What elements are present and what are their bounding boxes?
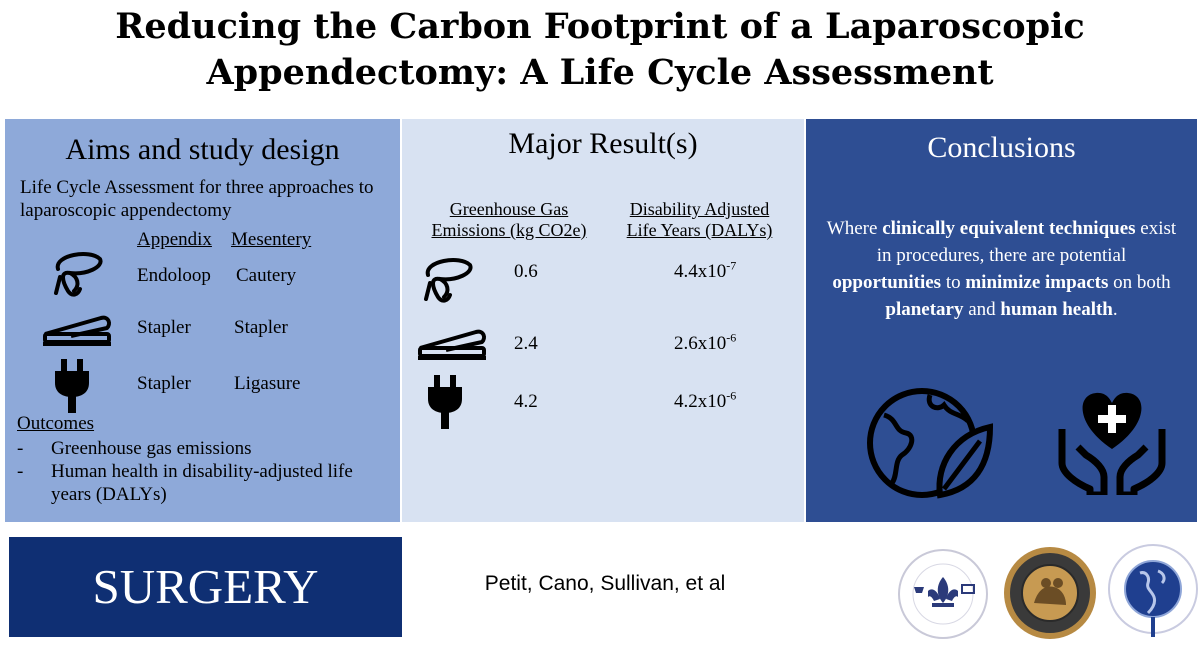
plug-icon <box>428 375 462 429</box>
daly-base: 4.2x10 <box>674 391 727 412</box>
concl-text-part: and <box>963 299 1001 320</box>
appendix-column-header: Appendix <box>137 229 212 250</box>
concl-emphasis: planetary <box>885 299 964 320</box>
row3-mesentery: Ligasure <box>234 373 301 394</box>
row2-mesentery: Stapler <box>234 317 288 338</box>
conclusions-text: Where clinically equivalent techniques e… <box>826 215 1177 323</box>
poster-title: Reducing the Carbon Footprint of a Lapar… <box>0 0 1200 96</box>
outcomes-heading: Outcomes <box>17 413 95 434</box>
list-item: - Human health in disability-adjusted lif… <box>17 461 353 505</box>
list-item: - Greenhouse gas emissions <box>17 438 252 459</box>
outcomes-list: - Greenhouse gas emissions - Human health … <box>17 437 392 506</box>
concl-text-part: on both <box>1108 272 1171 293</box>
daly-header-line-2: Life Years (DALYs) <box>626 220 773 240</box>
daly-exponent: -7 <box>726 258 737 273</box>
concl-emphasis: clinically equivalent techniques <box>882 218 1136 239</box>
concl-emphasis: opportunities <box>832 272 942 293</box>
title-line-2: Appendectomy: A Life Cycle Assessment <box>206 52 994 93</box>
row2-appendix: Stapler <box>137 317 191 338</box>
row3-daly-value: 4.2x10-6 <box>674 388 737 413</box>
outcome-text: Greenhouse gas emissions <box>51 438 252 459</box>
aims-intro: Life Cycle Assessment for three approach… <box>20 177 374 221</box>
concl-emphasis: human health <box>1000 299 1113 320</box>
concl-text-part: Where <box>826 218 883 239</box>
results-panel: Major Result(s) Greenhouse Gas Emissions… <box>402 119 804 522</box>
daly-base: 2.6x10 <box>674 333 727 354</box>
daly-exponent: -6 <box>726 388 737 403</box>
daly-base: 4.4x10 <box>674 261 727 282</box>
stapler-icon <box>418 329 486 360</box>
row1-daly-value: 4.4x10-7 <box>674 258 737 283</box>
plug-icon <box>55 359 89 413</box>
daly-header-line-1: Disability Adjusted <box>629 199 770 219</box>
ghg-column-header: Greenhouse Gas Emissions (kg CO2e) <box>424 199 594 241</box>
society-of-university-surgeons-logo <box>898 549 988 639</box>
central-surgical-association-seal <box>1004 547 1096 639</box>
concl-emphasis: minimize impacts <box>965 272 1109 293</box>
american-association-of-endocrine-surgeons-logo <box>1108 544 1198 637</box>
concl-text-part: to <box>941 272 966 293</box>
globe-leaf-icon <box>867 388 994 499</box>
outcome-text: Human health in disability-adjusted life… <box>51 461 353 505</box>
row2-daly-value: 2.6x10-6 <box>674 330 737 355</box>
conclusions-panel: Conclusions Where clinically equivalent … <box>806 119 1197 522</box>
daly-exponent: -6 <box>726 330 737 345</box>
journal-logo-box: SURGERY <box>9 537 402 637</box>
row2-ghg-value: 2.4 <box>514 333 538 354</box>
row1-appendix: Endoloop <box>137 265 211 286</box>
daly-column-header: Disability Adjusted Life Years (DALYs) <box>612 199 787 241</box>
title-line-1: Reducing the Carbon Footprint of a Lapar… <box>115 6 1085 47</box>
aims-heading: Aims and study design <box>65 133 340 166</box>
row1-ghg-value: 0.6 <box>514 261 538 282</box>
results-heading: Major Result(s) <box>508 127 698 160</box>
row1-mesentery: Cautery <box>236 265 297 286</box>
journal-name: SURGERY <box>92 559 319 614</box>
authors: Petit, Cano, Sullivan, et al <box>484 572 726 595</box>
conclusions-heading: Conclusions <box>927 131 1076 164</box>
mesentery-column-header: Mesentery <box>231 229 312 250</box>
ghg-header-line-1: Greenhouse Gas <box>449 199 569 219</box>
row3-appendix: Stapler <box>137 373 191 394</box>
row3-ghg-value: 4.2 <box>514 391 538 412</box>
concl-text-part: . <box>1112 299 1118 320</box>
endoloop-icon <box>54 252 103 297</box>
stapler-icon <box>43 315 111 346</box>
heart-hands-icon <box>1058 392 1166 495</box>
ghg-header-line-2: Emissions (kg CO2e) <box>431 220 587 240</box>
endoloop-icon <box>424 258 473 303</box>
concl-text-part: exist in procedures, there are potential <box>876 218 1177 266</box>
aims-panel: Aims and study design Life Cycle Assessm… <box>5 119 400 522</box>
